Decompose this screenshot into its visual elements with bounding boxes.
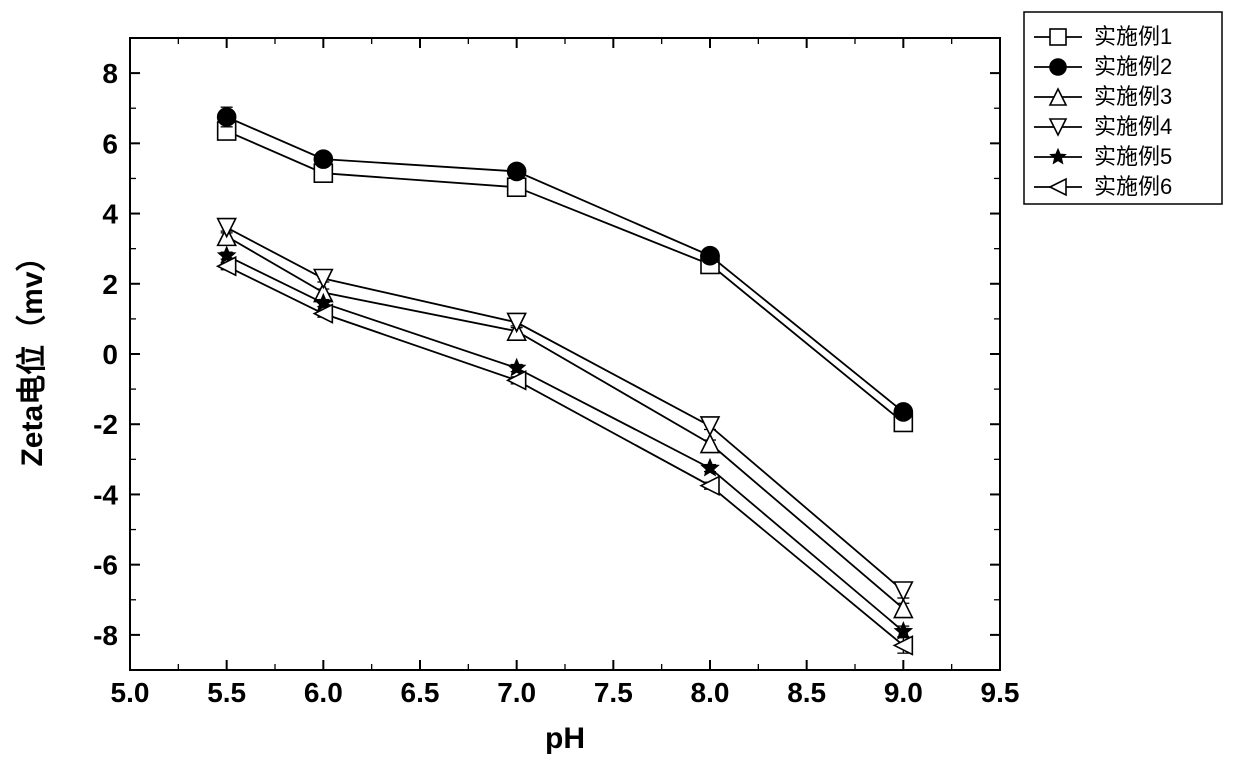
series-6: [218, 257, 913, 654]
svg-text:-6: -6: [93, 550, 118, 581]
svg-text:8.0: 8.0: [691, 677, 730, 708]
svg-text:-8: -8: [93, 620, 118, 651]
svg-text:8: 8: [102, 58, 118, 89]
legend: 实施例1 实施例2 实施例3 实施例4 实施例5 实施例6: [1024, 12, 1222, 204]
svg-text:7.5: 7.5: [594, 677, 633, 708]
legend-label: 实施例6: [1094, 174, 1172, 199]
svg-text:6.0: 6.0: [304, 677, 343, 708]
legend-label: 实施例3: [1094, 84, 1172, 109]
svg-text:-4: -4: [93, 479, 118, 510]
legend-label: 实施例1: [1094, 24, 1172, 49]
svg-text:7.0: 7.0: [497, 677, 536, 708]
svg-text:5.0: 5.0: [111, 677, 150, 708]
svg-text:-2: -2: [93, 409, 118, 440]
svg-text:4: 4: [102, 199, 118, 230]
legend-label: 实施例5: [1094, 144, 1172, 169]
svg-text:9.5: 9.5: [981, 677, 1020, 708]
svg-text:5.5: 5.5: [207, 677, 246, 708]
chart-container: { "chart": { "type": "line", "width": 12…: [0, 0, 1239, 780]
svg-text:0: 0: [102, 339, 118, 370]
series-2: [218, 107, 913, 421]
svg-text:9.0: 9.0: [884, 677, 923, 708]
svg-text:8.5: 8.5: [787, 677, 826, 708]
svg-text:2: 2: [102, 269, 118, 300]
legend-label: 实施例4: [1094, 114, 1172, 139]
svg-text:pH: pH: [545, 722, 585, 755]
zeta-ph-chart: 5.0 5.5 6.0 6.5 7.0 7.5 8.0 8.5 9.0 9.5 -8 -6 -4 -2 0 2…: [0, 0, 1239, 780]
series-5: [218, 247, 912, 639]
series-4: [218, 219, 913, 600]
svg-text:6: 6: [102, 128, 118, 159]
legend-label: 实施例2: [1094, 54, 1172, 79]
svg-text:Zeta电位（mv）: Zeta电位（mv）: [15, 241, 49, 466]
svg-text:6.5: 6.5: [401, 677, 440, 708]
